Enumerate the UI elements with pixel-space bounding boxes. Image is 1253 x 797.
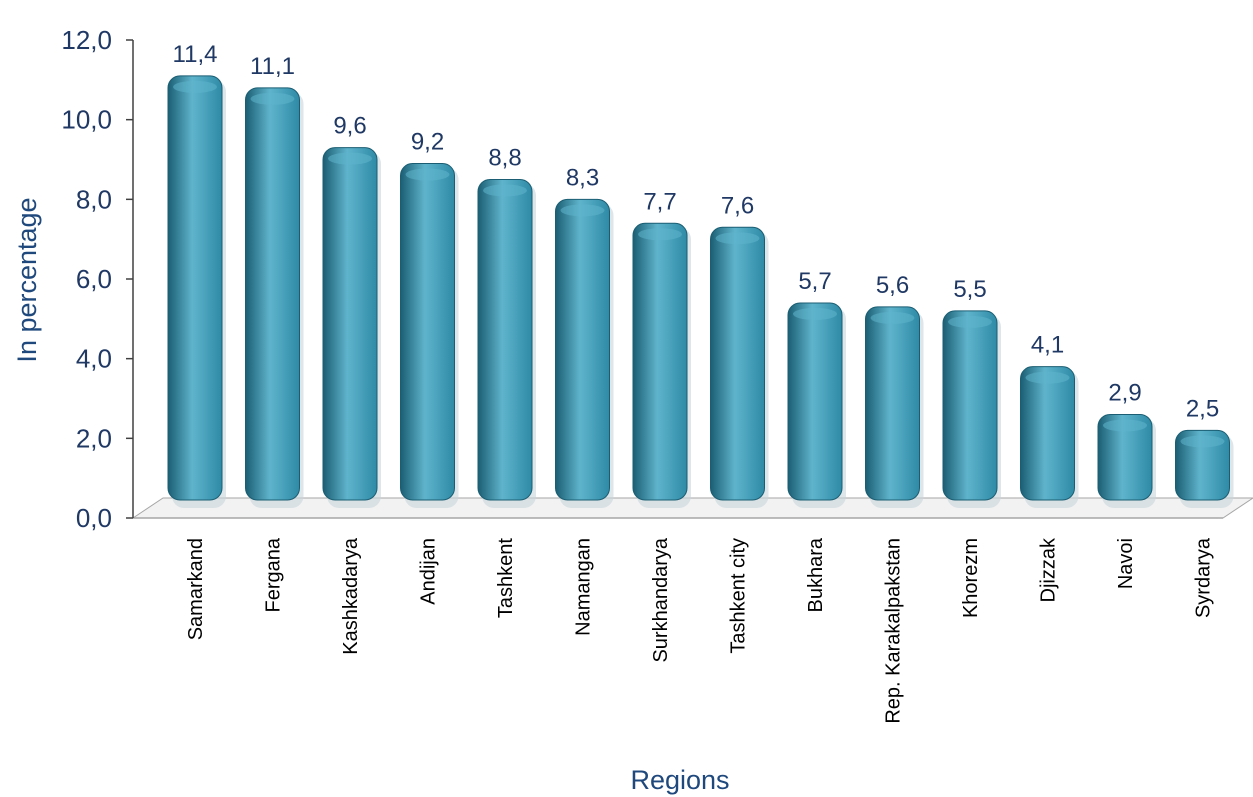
y-tick-label: 8,0 — [76, 184, 112, 214]
category-label: Navoi — [1115, 538, 1137, 589]
category-label: Tashkent — [495, 538, 517, 618]
value-label: 2,9 — [1108, 379, 1141, 406]
bar-cap — [483, 184, 527, 197]
category-label: Djizzak — [1038, 537, 1060, 602]
category-label: Bukhara — [805, 537, 827, 612]
y-tick-label: 10,0 — [61, 105, 112, 135]
category-label: Andijan — [418, 538, 440, 605]
bar-cap — [870, 311, 915, 324]
value-label: 11,1 — [250, 53, 295, 80]
bar-cap — [405, 168, 450, 181]
bar — [632, 222, 688, 501]
value-label: 7,6 — [721, 192, 754, 219]
x-axis-title: Regions — [630, 765, 729, 795]
category-label: Rep. Karakalpakstan — [883, 538, 905, 724]
y-tick-label: 0,0 — [76, 503, 112, 533]
value-label: 2,5 — [1186, 395, 1219, 422]
value-label: 8,3 — [566, 164, 599, 191]
bar — [787, 302, 843, 501]
bar-cap — [560, 204, 605, 217]
bar-cap — [328, 152, 372, 165]
value-label: 5,6 — [876, 272, 909, 299]
category-labels: Samarkand Fergana Kashkadarya Andijan Tashke… — [185, 537, 1215, 724]
bar-cap — [1025, 371, 1070, 384]
value-labels: 11,4 11,1 9,6 9,2 8,8 8,3 7,7 7,6 5,7 5,6 5,5 4,1 2,… — [173, 41, 1220, 423]
value-label: 9,6 — [333, 113, 366, 140]
bar — [555, 198, 610, 501]
bar-cap — [638, 228, 682, 241]
category-label: Fergana — [263, 537, 285, 612]
bar — [400, 163, 455, 501]
category-label: Surkhandarya — [650, 537, 672, 662]
bar — [865, 306, 920, 501]
category-label: Tashkent city — [728, 538, 750, 654]
bar — [710, 226, 765, 501]
bar — [1020, 366, 1075, 501]
value-label: 4,1 — [1031, 332, 1064, 359]
bar — [1175, 429, 1230, 501]
value-label: 9,2 — [411, 129, 444, 156]
bar-cap — [173, 80, 217, 93]
y-axis-title: In percentage — [12, 197, 42, 362]
y-axis: 0,0 2,0 4,0 6,0 8,0 10,0 12,0 — [61, 25, 134, 533]
category-label: Khorezm — [960, 538, 982, 618]
value-label: 11,4 — [173, 41, 218, 68]
y-tick-label: 12,0 — [61, 25, 112, 55]
bar-cap — [250, 92, 295, 105]
category-label: Samarkand — [185, 538, 207, 640]
bar-cap — [1103, 419, 1147, 432]
category-label: Kashkadarya — [340, 537, 362, 655]
bar — [942, 310, 998, 501]
bar-cap — [1180, 435, 1225, 448]
value-label: 8,8 — [488, 144, 521, 171]
category-label: Syrdarya — [1193, 537, 1215, 618]
bar — [1097, 413, 1153, 501]
bar — [322, 147, 378, 501]
y-tick-label: 4,0 — [76, 344, 112, 374]
bar — [245, 87, 300, 501]
bar-cap — [715, 232, 760, 245]
value-label: 5,7 — [798, 268, 831, 295]
value-label: 7,7 — [643, 188, 676, 215]
bar-cap — [948, 315, 992, 328]
value-label: 5,5 — [953, 276, 986, 303]
bar — [167, 75, 223, 501]
category-label: Namangan — [573, 538, 595, 636]
bars — [167, 75, 1234, 509]
y-tick-label: 2,0 — [76, 423, 112, 453]
bar — [477, 178, 533, 501]
bar-cap — [793, 307, 837, 320]
y-tick-label: 6,0 — [76, 264, 112, 294]
